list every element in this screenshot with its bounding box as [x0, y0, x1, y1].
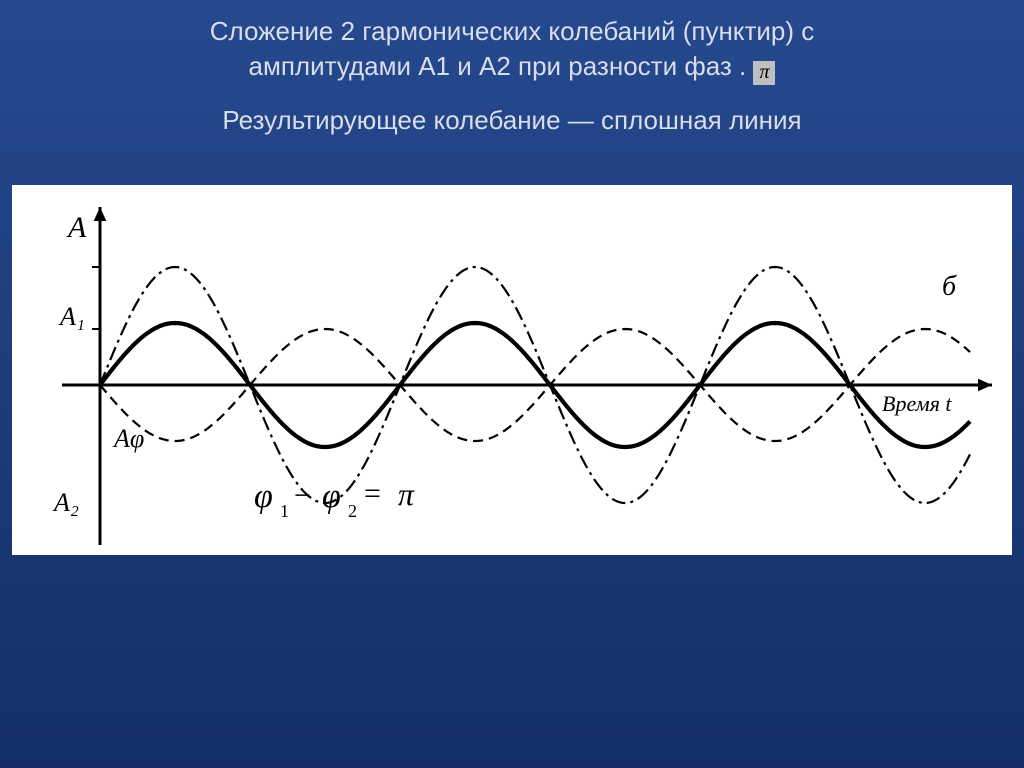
slide: Сложение 2 гармонических колебаний (пунк… — [0, 0, 1024, 768]
svg-text:Время t: Время t — [882, 391, 952, 416]
title-line-1: Сложение 2 гармонических колебаний (пунк… — [40, 14, 984, 49]
title-line-2-text: амплитудами А1 и А2 при разности фаз . — [249, 51, 747, 81]
svg-text:φ: φ — [322, 478, 341, 515]
svg-text:A: A — [66, 211, 87, 244]
svg-text:A₁: A₁ — [58, 302, 85, 331]
svg-text:=: = — [364, 477, 381, 510]
svg-text:A₂: A₂ — [52, 488, 79, 517]
subtitle: Результирующее колебание — сплошная лини… — [40, 103, 984, 138]
bottom-band — [0, 555, 1024, 768]
chart-svg: AA₁A₂Aφφ1−φ2=πВремя tб — [12, 185, 1012, 555]
svg-text:−: − — [294, 479, 311, 512]
title-block: Сложение 2 гармонических колебаний (пунк… — [0, 0, 1024, 142]
svg-text:б: б — [942, 271, 957, 302]
svg-text:1: 1 — [280, 501, 289, 521]
svg-text:φ: φ — [254, 478, 273, 515]
svg-text:2: 2 — [348, 501, 357, 521]
chart-panel: AA₁A₂Aφφ1−φ2=πВремя tб — [12, 185, 1012, 555]
pi-symbol-box: π — [753, 61, 775, 85]
title-line-2: амплитудами А1 и А2 при разности фаз . π — [40, 49, 984, 85]
svg-text:Aφ: Aφ — [112, 424, 144, 453]
svg-text:π: π — [398, 476, 415, 512]
